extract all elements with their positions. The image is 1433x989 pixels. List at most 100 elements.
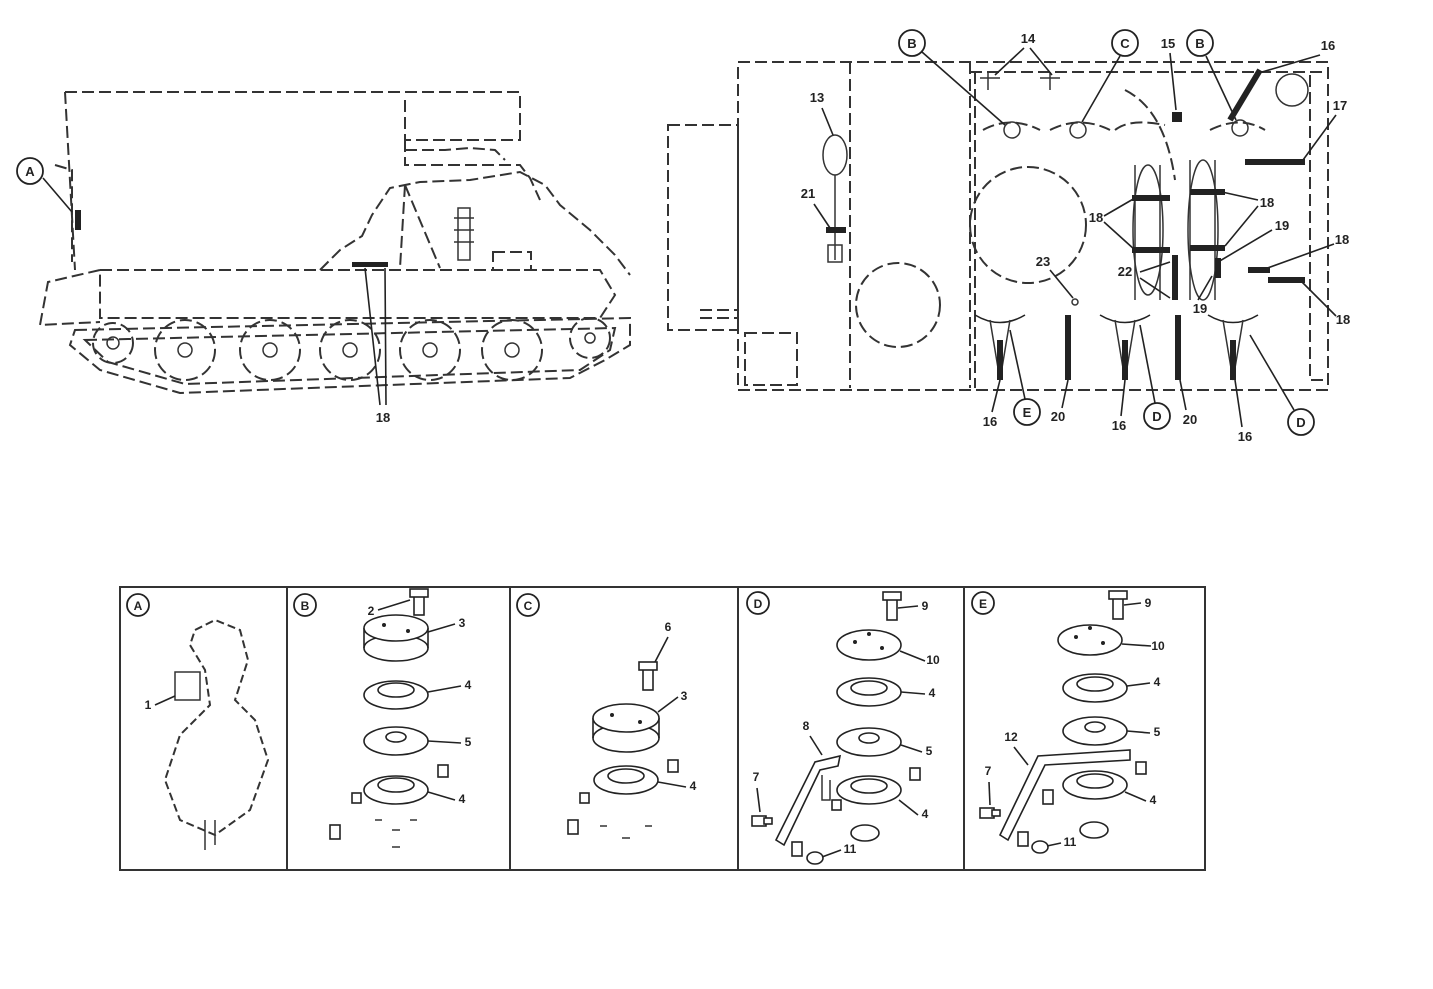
svg-text:5: 5 [1154, 725, 1161, 739]
vehicle-cupola [404, 140, 541, 201]
mounts-bc [982, 119, 1266, 139]
svg-text:13: 13 [810, 90, 824, 105]
detail-b: B 2 3 4 5 4 [293, 588, 472, 848]
vehicle-turret-struts [399, 184, 441, 269]
svg-text:18: 18 [1089, 210, 1103, 225]
svg-text:7: 7 [985, 764, 992, 778]
top-view-hatch-large [969, 166, 1087, 284]
callout-a-side: A [16, 157, 73, 213]
vehicle-top-view: B 14 C 15 B 16 13 17 21 18 18 19 [667, 29, 1350, 444]
svg-text:11: 11 [1064, 835, 1077, 849]
vehicle-box [492, 251, 532, 271]
svg-text:5: 5 [465, 735, 472, 749]
svg-text:12: 12 [1004, 730, 1018, 744]
road-wheels [92, 317, 611, 381]
svg-text:18: 18 [1335, 232, 1349, 247]
part-18-side [352, 262, 388, 267]
bracket-a-mark [75, 210, 81, 230]
vehicle-upper-body [64, 91, 521, 271]
svg-text:14: 14 [1021, 31, 1036, 46]
detail-frame [119, 586, 1206, 871]
vehicle-turret-outline [319, 170, 631, 276]
svg-text:4: 4 [922, 807, 929, 821]
part-13-21 [822, 134, 848, 263]
svg-text:20: 20 [1051, 409, 1065, 424]
svg-text:B: B [1195, 36, 1204, 51]
top-view-ramp [700, 309, 738, 319]
svg-text:16: 16 [1321, 38, 1335, 53]
detail-d: D 9 10 4 8 5 7 4 11 [746, 591, 940, 865]
svg-text:4: 4 [1150, 793, 1157, 807]
stowage-roll-2 [1187, 159, 1219, 301]
vehicle-hull [99, 269, 617, 319]
part-23 [1071, 298, 1079, 306]
vehicle-ladder [457, 207, 471, 261]
vehicle-track-inner [82, 326, 617, 386]
svg-text:D: D [754, 597, 763, 611]
vehicle-cupola-hatch [405, 146, 506, 161]
vehicle-track [68, 316, 631, 395]
svg-text:4: 4 [1154, 675, 1161, 689]
detail-e: E 9 10 4 12 5 7 4 11 [971, 590, 1165, 854]
svg-text:7: 7 [753, 770, 760, 784]
svg-text:15: 15 [1161, 36, 1175, 51]
svg-text:D: D [1152, 409, 1161, 424]
svg-text:5: 5 [926, 744, 933, 758]
top-view-front [667, 124, 739, 331]
svg-text:3: 3 [459, 616, 466, 630]
part-16-top [1227, 68, 1263, 122]
svg-text:16: 16 [1238, 429, 1252, 444]
vehicle-side-view: A 18 [16, 91, 631, 425]
svg-text:21: 21 [801, 186, 815, 201]
stowage-racks [1134, 160, 1216, 300]
svg-text:16: 16 [983, 414, 997, 429]
svg-text:9: 9 [922, 599, 929, 613]
svg-text:4: 4 [690, 779, 697, 793]
svg-text:18: 18 [1336, 312, 1350, 327]
top-view-seat [744, 332, 798, 386]
svg-text:10: 10 [1151, 639, 1165, 653]
top-view-periscope [1275, 73, 1309, 107]
svg-text:10: 10 [926, 653, 940, 667]
svg-text:E: E [1023, 405, 1032, 420]
svg-text:20: 20 [1183, 412, 1197, 427]
svg-text:4: 4 [465, 678, 472, 692]
svg-text:C: C [1120, 36, 1130, 51]
detail-panels [119, 586, 1206, 871]
svg-text:B: B [907, 36, 916, 51]
svg-text:A: A [25, 164, 35, 179]
svg-text:17: 17 [1333, 98, 1347, 113]
svg-text:4: 4 [459, 792, 466, 806]
svg-text:11: 11 [844, 842, 857, 856]
svg-text:22: 22 [1118, 264, 1132, 279]
svg-text:19: 19 [1275, 218, 1289, 233]
svg-text:18: 18 [1260, 195, 1274, 210]
vehicle-front-hull [38, 269, 101, 327]
detail-a: A 1 [126, 593, 270, 850]
top-view-cable [1124, 89, 1176, 181]
svg-text:18: 18 [376, 410, 390, 425]
svg-text:D: D [1296, 415, 1305, 430]
svg-text:9: 9 [1145, 596, 1152, 610]
svg-text:1: 1 [145, 698, 152, 712]
svg-text:B: B [301, 599, 310, 613]
svg-text:8: 8 [803, 719, 810, 733]
svg-text:2: 2 [368, 604, 375, 618]
svg-text:3: 3 [681, 689, 688, 703]
vehicle-ladder-rungs [454, 217, 474, 243]
part-14 [980, 72, 1060, 90]
svg-text:4: 4 [929, 686, 936, 700]
svg-text:E: E [979, 597, 987, 611]
detail-c: C 6 3 4 [516, 593, 697, 839]
svg-text:16: 16 [1112, 418, 1126, 433]
svg-text:23: 23 [1036, 254, 1050, 269]
top-view-side-rail [1309, 75, 1328, 381]
svg-text:6: 6 [665, 620, 672, 634]
callout-18-side: 18 [364, 267, 390, 425]
part-15 [1172, 112, 1182, 122]
top-view-callouts: B 14 C 15 B 16 13 17 21 18 18 19 [801, 29, 1350, 444]
stowage-roll-1 [1132, 164, 1164, 296]
svg-text:C: C [524, 599, 533, 613]
svg-text:19: 19 [1193, 301, 1207, 316]
